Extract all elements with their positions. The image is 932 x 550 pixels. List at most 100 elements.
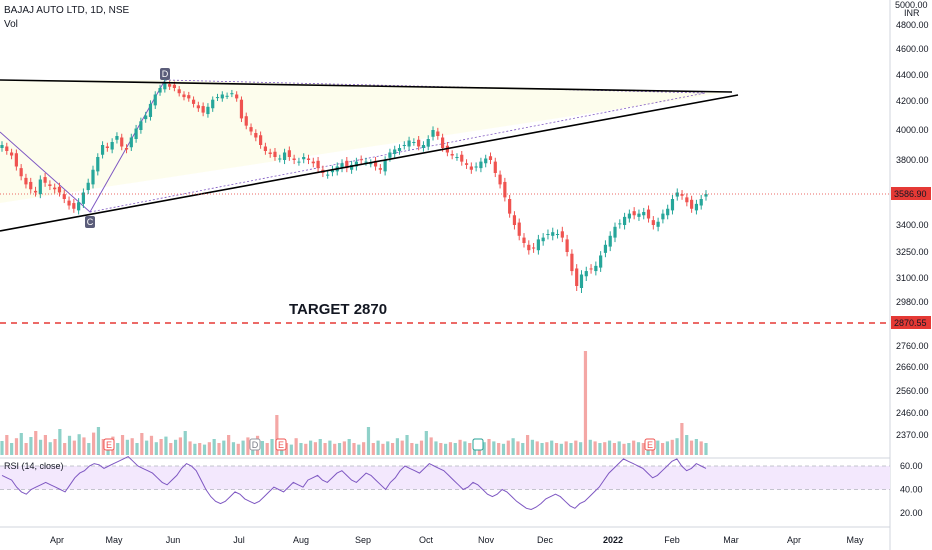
candle: [53, 187, 57, 190]
candle: [642, 212, 646, 216]
candle: [498, 174, 502, 185]
volume-bar: [554, 443, 559, 455]
volume-bar: [444, 443, 448, 455]
candle: [14, 153, 18, 167]
candle: [450, 154, 454, 156]
time-tick-label: May: [105, 535, 123, 545]
candle: [96, 157, 100, 172]
volume-bar: [439, 443, 443, 455]
volume-bar: [231, 442, 236, 455]
candle: [603, 244, 608, 253]
candle: [273, 151, 277, 157]
price-tick-label: 3400.00: [896, 220, 929, 230]
time-tick-label: 2022: [603, 535, 623, 545]
candle: [187, 95, 191, 99]
candle: [350, 164, 354, 170]
volume-bar: [260, 441, 264, 455]
volume-bar: [58, 429, 62, 455]
volume-bar: [207, 442, 211, 455]
candle: [517, 222, 521, 236]
candle: [503, 181, 507, 198]
volume-bar: [501, 443, 506, 455]
candle: [129, 137, 133, 148]
price-tick-label: 4200.00: [896, 96, 929, 106]
rsi-tick-label: 60.00: [900, 461, 923, 471]
candle: [666, 208, 670, 216]
price-tick-label: 2980.00: [896, 297, 929, 307]
volume-bar: [390, 443, 395, 455]
candle: [594, 265, 598, 272]
last-price-badge: [891, 187, 931, 200]
volume-bar: [299, 443, 303, 455]
candle: [551, 232, 555, 236]
price-tick-label: 2560.00: [896, 386, 929, 396]
price-tick-label: 4400.00: [896, 70, 929, 80]
time-tick-label: Jun: [166, 535, 181, 545]
candle: [656, 221, 660, 227]
pattern-point-label: D: [162, 69, 169, 79]
event-marker-label: E: [106, 440, 112, 450]
volume-bar: [313, 442, 318, 455]
time-tick-label: Jul: [233, 535, 245, 545]
volume-bar: [77, 434, 81, 455]
candle: [105, 146, 109, 148]
volume-bar: [468, 443, 472, 455]
time-tick-label: Nov: [478, 535, 495, 545]
candle: [5, 146, 9, 151]
candle: [364, 161, 368, 163]
candle: [0, 145, 4, 148]
volume-bar: [116, 443, 120, 455]
time-tick-label: Apr: [787, 535, 801, 545]
candle: [522, 237, 526, 243]
volume-bar: [410, 443, 414, 455]
candle: [182, 94, 186, 98]
lower-trendline: [0, 94, 739, 232]
time-tick-label: Oct: [419, 535, 434, 545]
volume-bar: [154, 442, 158, 455]
grid: [0, 0, 891, 550]
volume-bar: [323, 443, 327, 455]
volume-bar: [699, 441, 703, 455]
candle: [48, 184, 52, 186]
candle: [536, 239, 540, 251]
candle: [369, 163, 373, 165]
volume-bar: [448, 442, 453, 455]
volume-bar: [574, 440, 578, 455]
volume-bar: [96, 427, 101, 455]
volume-bar: [29, 437, 33, 455]
volume-bar: [579, 442, 583, 455]
candle: [120, 137, 124, 147]
candle: [421, 145, 426, 148]
candle: [287, 150, 291, 157]
price-tick-label: 2370.00: [896, 430, 929, 440]
volume-bar: [525, 435, 530, 455]
pattern-overlay: CD: [0, 68, 730, 228]
volume-bar: [173, 439, 178, 455]
candle: [393, 149, 397, 154]
volume-bar: [497, 443, 501, 455]
volume-bar: [530, 439, 535, 455]
volume-bar: [333, 443, 337, 455]
trendlines: [0, 79, 739, 232]
event-marker: [472, 438, 484, 451]
candle: [220, 94, 224, 99]
volume-bar: [337, 443, 342, 455]
candle: [402, 145, 406, 146]
volume-bar: [598, 443, 602, 455]
volume-bar: [5, 435, 9, 455]
volume-label: Vol: [4, 19, 18, 30]
price-tick-label: 4600.00: [896, 44, 929, 54]
volume-bar: [564, 441, 568, 455]
candle: [306, 158, 311, 160]
volume-bar: [386, 441, 390, 455]
volume-bar: [284, 443, 289, 455]
candle: [86, 182, 90, 191]
volume-bar: [149, 435, 154, 455]
candle: [326, 174, 330, 176]
volume-bar: [72, 440, 76, 455]
time-tick-label: Dec: [537, 535, 554, 545]
candle: [479, 161, 483, 169]
volume-bar: [506, 440, 510, 455]
